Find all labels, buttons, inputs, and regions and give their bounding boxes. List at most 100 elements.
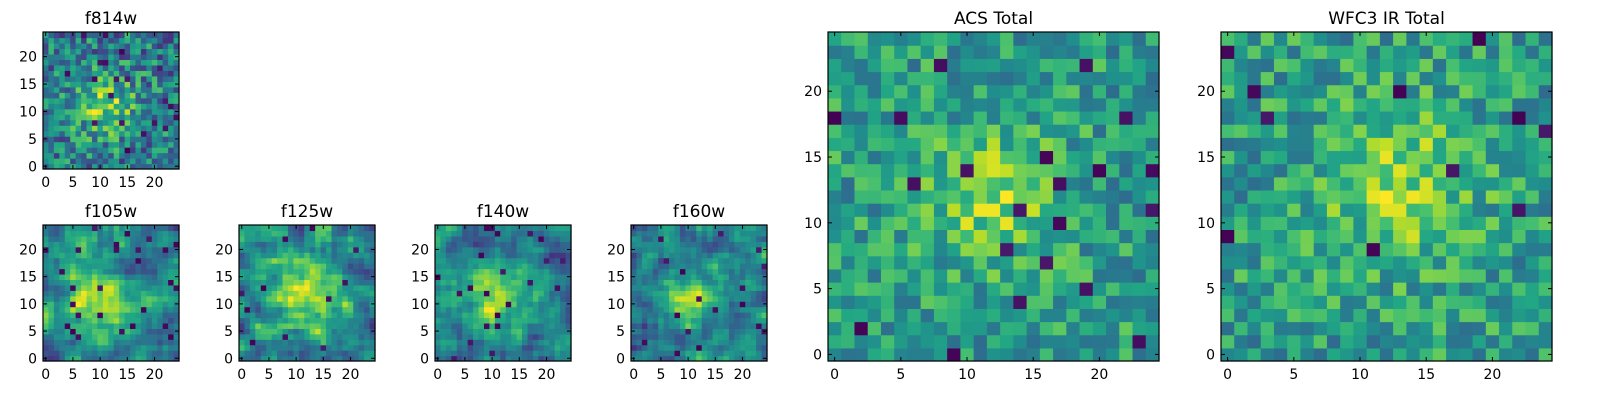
heatmap-cell xyxy=(151,295,158,302)
heatmap-cell xyxy=(973,308,988,323)
heatmap-cell xyxy=(298,350,305,357)
heatmap-cell xyxy=(462,279,469,286)
heatmap-cell xyxy=(151,86,158,93)
heatmap-cell xyxy=(135,225,142,232)
heatmap-cell xyxy=(560,350,567,357)
heatmap-cell xyxy=(173,86,180,93)
heatmap-cells xyxy=(43,225,180,362)
heatmap-cell xyxy=(554,295,561,302)
heatmap-cell xyxy=(456,257,463,264)
heatmap-cell xyxy=(696,279,703,286)
heatmap-cell xyxy=(53,350,60,357)
heatmap-cell xyxy=(369,225,376,232)
heatmap-cell xyxy=(960,45,975,59)
heatmap-cell xyxy=(304,284,311,291)
heatmap-cell xyxy=(342,279,349,286)
heatmap-cell xyxy=(298,273,305,280)
heatmap-cell xyxy=(108,130,115,137)
heatmap-cell xyxy=(1326,268,1341,283)
heatmap-cell xyxy=(271,333,278,340)
heatmap-cell xyxy=(1525,347,1540,362)
heatmap-cell xyxy=(679,295,686,302)
heatmap-cell xyxy=(543,230,550,237)
heatmap-cell xyxy=(745,344,752,351)
heatmap-cell xyxy=(761,252,768,259)
heatmap-cell xyxy=(1406,255,1421,270)
heatmap-cell xyxy=(244,257,251,264)
heatmap-cell xyxy=(244,312,251,319)
heatmap-cell xyxy=(920,32,935,46)
heatmap-cell xyxy=(48,42,55,50)
heatmap-cell xyxy=(91,86,98,93)
heatmap-cell xyxy=(239,312,246,319)
heatmap-cell xyxy=(718,263,725,270)
heatmap-cell xyxy=(342,246,349,253)
heatmap-cell xyxy=(636,230,643,237)
heatmap-cell xyxy=(1499,216,1513,230)
heatmap-cell xyxy=(532,339,539,346)
heatmap-cell xyxy=(43,70,50,77)
heatmap-cell xyxy=(543,273,550,280)
heatmap-cell xyxy=(734,312,741,319)
heatmap-cell xyxy=(543,246,550,253)
heatmap-cell xyxy=(282,333,289,340)
heatmap-cell xyxy=(1053,255,1067,270)
heatmap-cell xyxy=(91,81,98,88)
heatmap-cell xyxy=(260,317,267,324)
heatmap-cell xyxy=(560,252,567,259)
heatmap-cell xyxy=(157,333,164,340)
heatmap-cell xyxy=(1313,189,1328,204)
heatmap-cell xyxy=(685,328,692,335)
heatmap-cell xyxy=(723,241,730,248)
heatmap-cell xyxy=(467,328,474,335)
heatmap-cell xyxy=(151,279,158,286)
heatmap-cell xyxy=(647,263,654,270)
heatmap-cell xyxy=(48,328,55,335)
heatmap-cell xyxy=(880,216,895,230)
heatmap-cell xyxy=(130,290,137,297)
heatmap-cell xyxy=(1512,347,1527,362)
heatmap-cell xyxy=(53,92,60,99)
heatmap-cell xyxy=(249,339,256,346)
heatmap-cell xyxy=(728,263,735,270)
heatmap-cell xyxy=(157,230,164,237)
heatmap-cell xyxy=(140,350,147,357)
heatmap-cell xyxy=(511,355,518,362)
heatmap-cell xyxy=(483,230,490,237)
heatmap-cell xyxy=(124,312,131,319)
heatmap-cell xyxy=(249,252,256,259)
heatmap-cell xyxy=(1459,229,1474,244)
heatmap-cell xyxy=(293,246,300,253)
heatmap-cell xyxy=(1273,137,1288,152)
heatmap-cell xyxy=(723,306,730,313)
heatmap-cell xyxy=(1313,97,1328,112)
heatmap-cell xyxy=(1247,84,1262,99)
heatmap-cell xyxy=(494,339,501,346)
heatmap-cell xyxy=(679,284,686,291)
heatmap-cell xyxy=(119,333,126,340)
heatmap-cell xyxy=(841,189,856,204)
heatmap-cell xyxy=(1145,334,1160,349)
heatmap-cell xyxy=(1079,32,1094,46)
heatmap-cell xyxy=(1353,282,1368,296)
heatmap-cell xyxy=(151,92,158,99)
heatmap-cell xyxy=(130,108,137,115)
heatmap-cell xyxy=(933,282,948,296)
heatmap-cell xyxy=(1472,58,1487,73)
heatmap-cell xyxy=(483,284,490,291)
heatmap-cell xyxy=(1340,347,1354,362)
heatmap-cell xyxy=(168,328,175,335)
heatmap-cell xyxy=(734,339,741,346)
heatmap-cell xyxy=(157,279,164,286)
heatmap-cell xyxy=(309,257,316,264)
heatmap-cell xyxy=(841,32,856,46)
heatmap-cell xyxy=(64,322,71,329)
heatmap-cell xyxy=(1406,176,1421,191)
heatmap-cell xyxy=(113,114,120,121)
heatmap-cell xyxy=(663,235,670,242)
heatmap-cell xyxy=(1026,268,1041,283)
heatmap-cell xyxy=(287,301,294,308)
heatmap-cell xyxy=(151,97,158,104)
heatmap-cell xyxy=(674,328,681,335)
heatmap-cell xyxy=(162,64,169,71)
